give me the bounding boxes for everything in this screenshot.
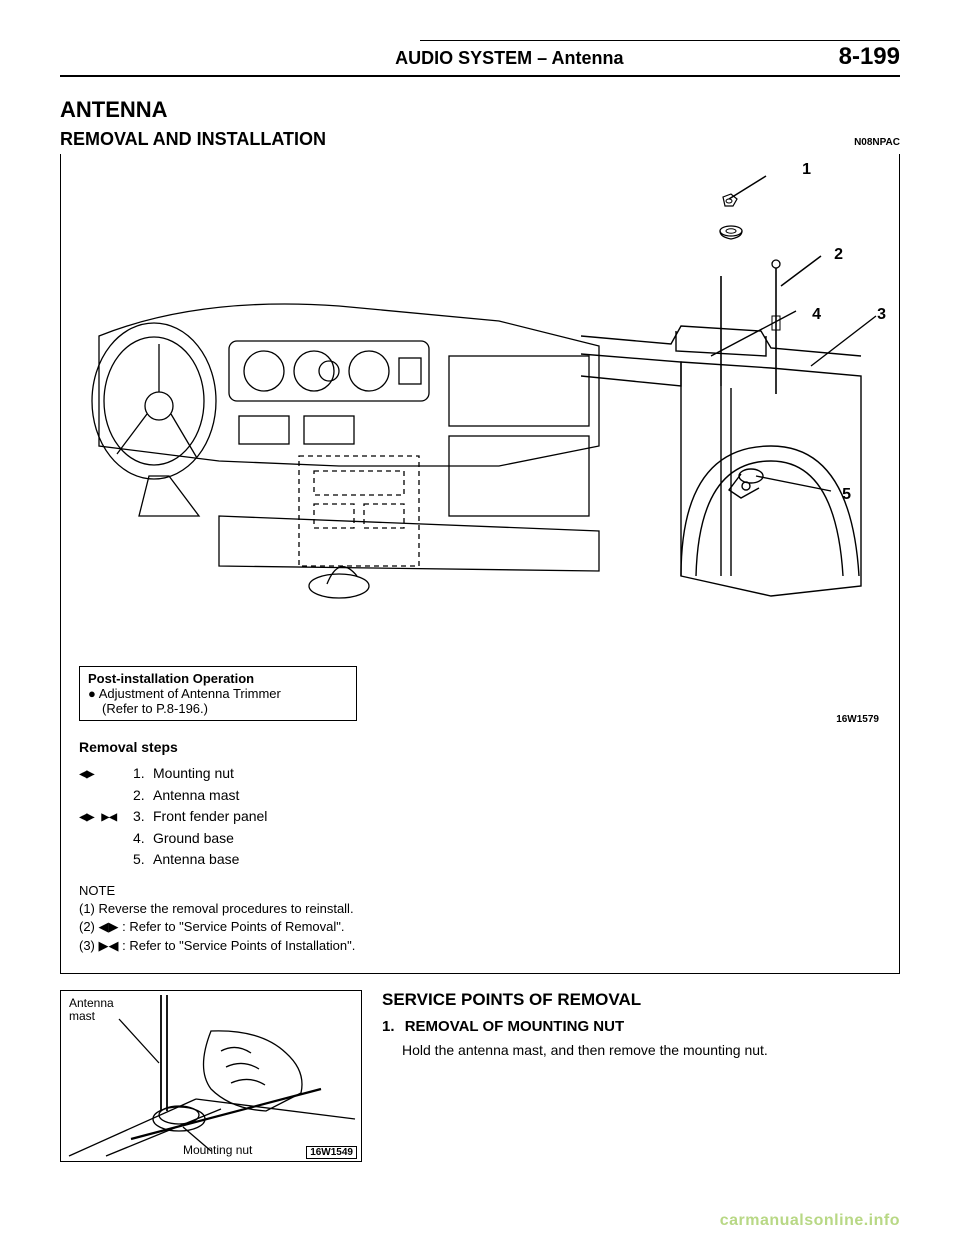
- header-section-title: AUDIO SYSTEM – Antenna: [180, 48, 839, 69]
- page-number: 8-199: [839, 43, 900, 71]
- callout-2: 2: [834, 246, 843, 264]
- page-header: AUDIO SYSTEM – Antenna 8-199: [60, 43, 900, 77]
- subsection-title: REMOVAL AND INSTALLATION: [60, 129, 326, 150]
- note-block: NOTE (1) Reverse the removal procedures …: [79, 882, 881, 955]
- bullet-icon: ●: [88, 686, 96, 701]
- callout-1: 1: [802, 161, 811, 179]
- step-row: ◀▶ 1. Mounting nut: [79, 763, 881, 785]
- step-number: 4.: [133, 828, 153, 849]
- detail-figure-code: 16W1549: [306, 1146, 357, 1159]
- service-sub-num: 1.: [382, 1018, 395, 1035]
- detail-label-1: Antenna: [69, 996, 114, 1010]
- step-text: Front fender panel: [153, 806, 267, 827]
- grommet-icon: [716, 221, 746, 245]
- post-install-line2: (Refer to P.8-196.): [102, 701, 348, 716]
- step-number: 5.: [133, 849, 153, 870]
- section-title: ANTENNA: [60, 97, 900, 123]
- service-body: Hold the antenna mast, and then remove t…: [402, 1041, 900, 1061]
- step-text: Antenna mast: [153, 785, 239, 806]
- step-symbol: ◀▶ ▶◀: [79, 807, 133, 828]
- main-figure: 1 2 4 3 5: [60, 154, 900, 974]
- nut-icon: [711, 171, 771, 211]
- post-install-title: Post-installation Operation: [88, 671, 348, 686]
- note-line: (2) ◀▶ : Refer to "Service Points of Rem…: [79, 918, 881, 936]
- detail-label-bottom: Mounting nut: [183, 1143, 252, 1157]
- post-installation-box: Post-installation Operation ● Adjustment…: [79, 666, 357, 721]
- note-line: (3) ▶◀ : Refer to "Service Points of Ins…: [79, 937, 881, 955]
- figure-code: 16W1579: [836, 714, 879, 725]
- footer-brand: carmanualsonline.info: [720, 1212, 900, 1230]
- post-install-line1: Adjustment of Antenna Trimmer: [99, 686, 281, 701]
- dashboard-diagram: [79, 286, 619, 606]
- step-number: 1.: [133, 763, 153, 784]
- step-row: 5. Antenna base: [79, 849, 881, 870]
- step-row: 4. Ground base: [79, 828, 881, 849]
- step-text: Mounting nut: [153, 763, 234, 784]
- note-line: (1) Reverse the removal procedures to re…: [79, 900, 881, 918]
- detail-label-2: mast: [69, 1009, 95, 1023]
- detail-figure: Antenna mast: [60, 990, 362, 1162]
- service-points-title: SERVICE POINTS OF REMOVAL: [382, 990, 900, 1010]
- removal-steps-title: Removal steps: [79, 739, 881, 755]
- service-sub-text: REMOVAL OF MOUNTING NUT: [405, 1018, 624, 1035]
- step-row: 2. Antenna mast: [79, 785, 881, 806]
- fender-diagram: [581, 276, 881, 606]
- step-row: ◀▶ ▶◀ 3. Front fender panel: [79, 806, 881, 828]
- step-number: 2.: [133, 785, 153, 806]
- step-text: Antenna base: [153, 849, 239, 870]
- step-symbol: ◀▶: [79, 764, 133, 785]
- step-number: 3.: [133, 806, 153, 827]
- note-heading: NOTE: [79, 882, 881, 900]
- procedure-code: N08NPAC: [854, 137, 900, 148]
- step-text: Ground base: [153, 828, 234, 849]
